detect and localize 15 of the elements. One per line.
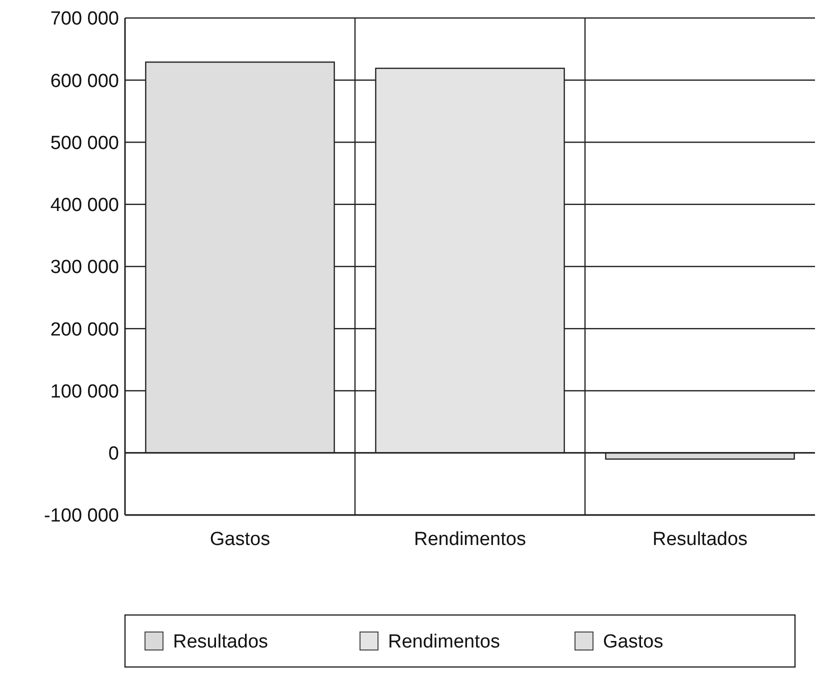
- legend-label: Resultados: [173, 632, 268, 653]
- y-tick-label: 700 000: [50, 8, 119, 30]
- y-tick-label: 300 000: [50, 257, 119, 278]
- y-tick-label: 400 000: [50, 195, 119, 216]
- legend-label: Gastos: [603, 632, 664, 653]
- x-tick-label: Gastos: [210, 529, 270, 550]
- y-tick-label: 100 000: [50, 381, 119, 402]
- y-tick-label: 600 000: [50, 70, 119, 92]
- legend-label: Rendimentos: [388, 632, 500, 653]
- y-tick-label: 200 000: [50, 319, 119, 340]
- x-tick-label: Rendimentos: [414, 529, 526, 550]
- y-tick-label: 0: [108, 444, 119, 465]
- x-tick-label: Resultados: [652, 529, 748, 550]
- y-tick-label: -100 000: [44, 506, 119, 527]
- y-tick-label: 500 000: [50, 132, 119, 154]
